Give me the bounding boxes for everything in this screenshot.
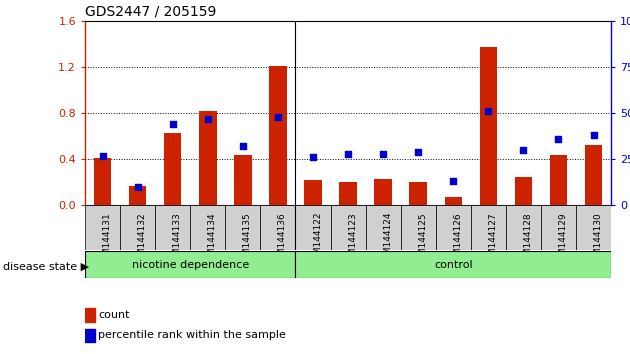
Bar [260, 205, 295, 250]
Bar [340, 182, 357, 205]
Point [343, 151, 353, 156]
Text: GSM144123: GSM144123 [348, 212, 357, 267]
Point [168, 121, 178, 127]
Point [238, 144, 248, 149]
Point [483, 109, 493, 114]
Bar [234, 155, 251, 205]
Bar [550, 155, 567, 205]
Text: GSM144128: GSM144128 [524, 212, 532, 267]
Text: count: count [98, 310, 130, 320]
Text: percentile rank within the sample: percentile rank within the sample [98, 330, 286, 341]
Text: disease state ▶: disease state ▶ [3, 261, 89, 271]
Point [273, 114, 283, 120]
Point [308, 155, 318, 160]
Bar [155, 205, 190, 250]
Text: nicotine dependence: nicotine dependence [132, 259, 249, 270]
Bar [94, 158, 112, 205]
Text: GSM144134: GSM144134 [208, 212, 217, 267]
Bar [471, 205, 506, 250]
Point [378, 151, 388, 156]
Text: GDS2447 / 205159: GDS2447 / 205159 [85, 5, 217, 19]
Point [553, 136, 563, 142]
Text: GSM144135: GSM144135 [243, 212, 252, 267]
Point [518, 147, 529, 153]
Bar [506, 205, 541, 250]
Bar [85, 329, 94, 342]
Text: GSM144125: GSM144125 [418, 212, 427, 267]
Bar [85, 251, 295, 278]
Bar [410, 182, 427, 205]
Text: GSM144126: GSM144126 [453, 212, 462, 267]
Bar [129, 186, 146, 205]
Bar [120, 205, 155, 250]
Bar [541, 205, 576, 250]
Bar [269, 66, 287, 205]
Bar [85, 308, 94, 321]
Bar [401, 205, 436, 250]
Text: GSM144129: GSM144129 [558, 212, 568, 267]
Text: GSM144127: GSM144127 [488, 212, 497, 267]
Point [98, 153, 108, 159]
Text: GSM144132: GSM144132 [137, 212, 147, 267]
Bar [585, 145, 602, 205]
Point [413, 149, 423, 155]
Text: GSM144122: GSM144122 [313, 212, 322, 267]
Bar [436, 205, 471, 250]
Bar [295, 205, 331, 250]
Bar [374, 179, 392, 205]
Point [448, 178, 458, 184]
Point [588, 132, 598, 138]
Point [203, 116, 213, 122]
Bar [295, 251, 611, 278]
Bar [445, 197, 462, 205]
Text: GSM144136: GSM144136 [278, 212, 287, 267]
Bar [576, 205, 611, 250]
Bar [85, 205, 120, 250]
Bar [164, 133, 181, 205]
Text: GSM144133: GSM144133 [173, 212, 181, 267]
Bar [365, 205, 401, 250]
Text: control: control [434, 259, 472, 270]
Bar [479, 47, 497, 205]
Bar [199, 111, 217, 205]
Bar [190, 205, 226, 250]
Text: GSM144130: GSM144130 [593, 212, 602, 267]
Bar [304, 180, 322, 205]
Bar [226, 205, 260, 250]
Text: GSM144131: GSM144131 [103, 212, 112, 267]
Point [132, 184, 142, 190]
Bar [515, 177, 532, 205]
Text: GSM144124: GSM144124 [383, 212, 392, 267]
Bar [331, 205, 365, 250]
